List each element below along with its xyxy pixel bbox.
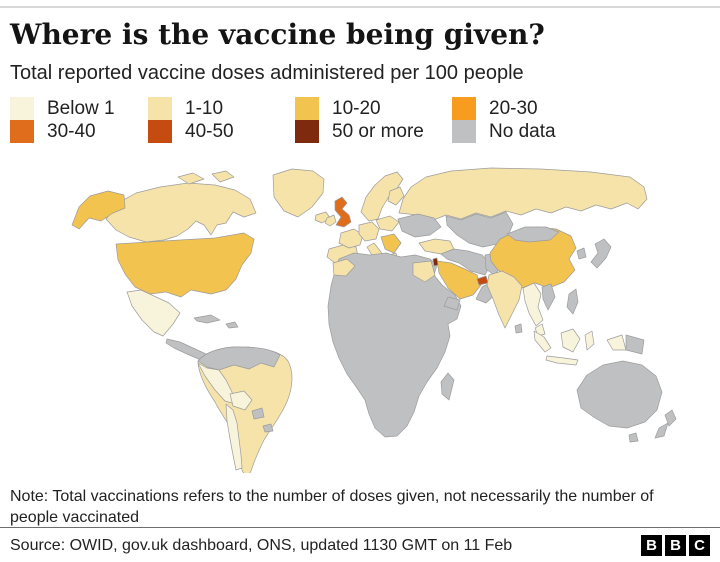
map-region-java [545,355,579,366]
map-region-israel [432,257,439,267]
top-divider [0,6,720,8]
map-region-japan [590,238,612,269]
map-region-borneo [560,328,581,353]
map-region-australia [576,360,663,429]
legend-swatch-30-40 [10,120,34,143]
legend-column: Below 1 30-40 [10,97,115,143]
map-region-finland [387,186,405,206]
map-region-scandinavia [360,171,404,222]
map-region-greenland [272,168,325,218]
map-region-papua-new-guinea [625,334,645,355]
footnote: Note: Total vaccinations refers to the n… [10,488,654,526]
map-region-yemen [443,296,461,311]
source-text: Source: OWID, gov.uk dashboard, ONS, upd… [10,537,513,554]
map-region-russia [398,167,648,222]
map-region-ireland [324,214,337,227]
bbc-logo: B B C [641,535,710,556]
map-region-alaska [71,190,126,230]
legend-column: 20-30 No data [452,97,556,143]
legend-label-40-50: 40-50 [185,121,234,142]
bbc-logo-letter: C [689,535,710,556]
map-region-india [486,270,523,329]
world-map [30,163,700,475]
legend-label-1-10: 1-10 [185,98,224,119]
legend-swatch-50-or-more [295,120,319,143]
map-region-mexico [126,289,181,337]
map-region-morocco [332,258,356,277]
map-region-korea [576,247,587,260]
map-region-poland [375,215,400,232]
map-region-central-europe [358,221,380,242]
legend-swatches [452,97,476,143]
map-region-new-zealand-south [654,422,669,439]
legend-label-below-1: Below 1 [47,98,115,119]
map-region-bolivia [229,390,253,411]
legend-swatch-no-data [452,120,476,143]
map-region-egypt [412,260,436,283]
legend-label-20-30: 20-30 [489,98,538,119]
map-region-madagascar [440,372,455,401]
map-region-sri-lanka [514,323,523,334]
legend-swatches [10,97,34,143]
map-region-paraguay [251,407,265,420]
page-title: Where is the vaccine being given? [10,18,545,51]
map-region-usa [115,232,255,298]
map-region-ukraine [397,213,442,238]
map-region-uae [476,275,489,286]
map-region-france [338,228,364,249]
legend-swatches [295,97,319,143]
legend-swatch-1-10 [148,97,172,120]
map-region-uruguay [262,423,274,433]
map-region-hispaniola [225,321,239,329]
map-region-chile [225,403,243,471]
map-region-philippines [566,288,579,315]
map-region-sumatra [533,330,552,353]
bbc-logo-letter: B [641,535,662,556]
map-region-canada-arctic-islands [211,170,235,183]
map-region-canada [105,182,257,243]
legend-swatch-10-20 [295,97,319,120]
map-region-mongolia [506,226,560,243]
legend-label-10-20: 10-20 [332,98,381,119]
legend-swatches [148,97,172,143]
bbc-logo-letter: B [665,535,686,556]
map-region-africa [327,252,462,438]
map-region-myanmar-thailand [522,282,544,327]
map-region-balkans [380,233,402,254]
map-region-uk [334,196,352,228]
legend-column: 1-10 40-50 [148,97,234,143]
legend-column: 10-20 50 or more [295,97,424,143]
legend: Below 1 30-40 1-10 40-50 10-20 50 or mor… [0,97,720,147]
map-region-saudi-arabia [436,260,482,300]
legend-swatch-below-1 [10,97,34,120]
map-region-canada-arctic-islands [177,172,205,185]
map-region-sulawesi [584,330,595,351]
map-region-new-zealand-north [664,409,677,427]
map-region-cuba [193,314,221,324]
source-divider [0,527,720,528]
map-region-vietnam [541,283,556,311]
legend-label-30-40: 30-40 [47,121,96,142]
legend-label-50-or-more: 50 or more [332,121,424,142]
map-region-west-new-guinea [606,334,627,351]
source-row: Source: OWID, gov.uk dashboard, ONS, upd… [10,535,710,559]
map-region-tasmania [628,432,639,443]
legend-swatch-40-50 [148,120,172,143]
map-region-colombia-venezuela [197,346,281,371]
legend-swatch-20-30 [452,97,476,120]
legend-label-no-data: No data [489,121,556,142]
page-subtitle: Total reported vaccine doses administere… [10,62,524,84]
